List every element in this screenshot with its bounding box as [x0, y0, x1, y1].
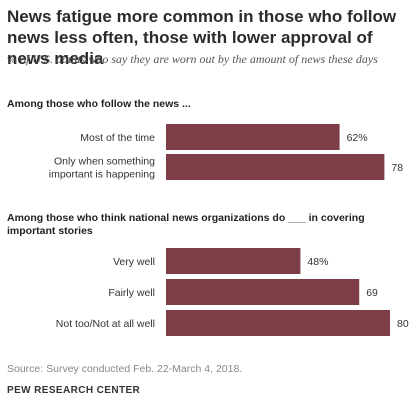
source-note: Source: Survey conducted Feb. 22-March 4…	[7, 363, 243, 375]
bar-2-3	[166, 310, 390, 336]
category-label-2-1: Very well	[113, 256, 155, 268]
chart-subtitle: % of U.S. adults who say they are worn o…	[7, 52, 378, 66]
category-label-2-2: Fairly well	[108, 287, 155, 299]
value-label-2-3: 80	[397, 318, 409, 330]
bar-2-2	[166, 279, 360, 305]
bar-2-1	[166, 248, 301, 274]
category-label-2-3: Not too/Not at all well	[56, 318, 155, 330]
category-label-1-2: Only when something important is happenin…	[49, 156, 155, 181]
bar-1-1	[166, 124, 340, 150]
category-label-1-1: Most of the time	[80, 132, 155, 144]
value-label-1-1: 62%	[347, 132, 368, 144]
value-label-2-2: 69	[366, 287, 378, 299]
chart-title: News fatigue more common in those who fo…	[7, 7, 397, 68]
organization-label: PEW RESEARCH CENTER	[7, 385, 141, 396]
group-header-2: Among those who think national news orga…	[7, 212, 365, 237]
value-label-2-1: 48%	[307, 256, 328, 268]
group-header-1: Among those who follow the news ...	[7, 98, 191, 110]
value-label-1-2: 78	[391, 162, 403, 174]
bar-1-2	[166, 154, 385, 180]
